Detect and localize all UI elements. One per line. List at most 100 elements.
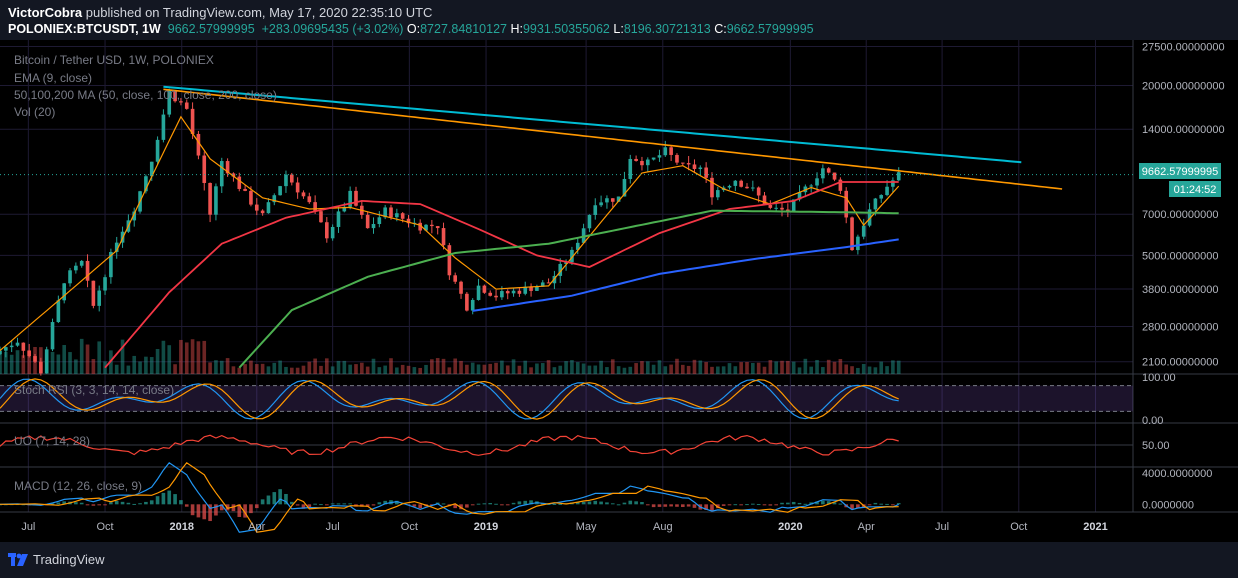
time-tick-label: 2019 bbox=[474, 521, 498, 533]
volume-bar bbox=[278, 360, 282, 374]
volume-bar bbox=[640, 361, 644, 374]
volume-bar bbox=[768, 360, 773, 374]
candle-body bbox=[266, 202, 271, 214]
candle-body bbox=[208, 182, 212, 215]
candle-body bbox=[202, 155, 207, 183]
candle-body bbox=[196, 133, 201, 156]
candle-body bbox=[844, 190, 849, 218]
candle-body bbox=[815, 178, 819, 186]
macd-histogram-bar bbox=[266, 495, 271, 505]
macd-histogram-bar bbox=[97, 504, 102, 506]
time-tick-label: Apr bbox=[248, 521, 265, 533]
candle-body bbox=[791, 199, 796, 212]
volume-bar bbox=[680, 364, 685, 374]
candle-body bbox=[319, 211, 323, 223]
candle-body bbox=[167, 90, 172, 115]
price-tick-label: 3800.00000000 bbox=[1142, 284, 1218, 296]
macd-histogram-bar bbox=[803, 503, 808, 505]
candle-body bbox=[249, 190, 253, 205]
candle-body bbox=[243, 188, 247, 191]
overlay-ma-50 bbox=[104, 181, 899, 369]
price-change: +283.09695435 (+3.02%) bbox=[261, 22, 404, 36]
price-chart[interactable]: 27500.00000000 20000.00000000 14000.000000… bbox=[0, 40, 1238, 542]
macd-histogram-bar bbox=[517, 501, 522, 505]
time-axis[interactable]: Jul Oct 2018 Apr Jul Oct 2019 May Aug 2020 Apr Jul O… bbox=[21, 521, 1107, 533]
volume-bar bbox=[570, 360, 574, 374]
candle-body bbox=[33, 356, 37, 362]
macd-histogram-bar bbox=[494, 503, 498, 505]
candle-body bbox=[482, 285, 487, 293]
volume-bar bbox=[488, 363, 493, 374]
macd-histogram-bar bbox=[79, 502, 84, 505]
volume-bar bbox=[675, 358, 679, 374]
volume-bar bbox=[254, 364, 259, 374]
volume-bar bbox=[272, 362, 277, 374]
macd-histogram-bar bbox=[243, 504, 247, 518]
candle-body bbox=[348, 190, 352, 207]
high-key: H: bbox=[510, 22, 523, 36]
macd-histogram-bar bbox=[319, 504, 323, 506]
candle-body bbox=[395, 213, 399, 218]
volume-bar bbox=[237, 367, 242, 374]
macd-histogram-bar bbox=[488, 503, 493, 505]
overlay-trend-top bbox=[163, 85, 1022, 164]
macd-histogram-bar bbox=[465, 504, 469, 508]
volume-bar bbox=[803, 358, 808, 374]
candle-body bbox=[237, 176, 242, 189]
volume-bar bbox=[465, 364, 469, 374]
tradingview-logo-icon[interactable] bbox=[8, 551, 28, 569]
candle-body bbox=[581, 228, 586, 243]
price-badge-group: 9662.57999995 01:24:52 bbox=[1139, 163, 1221, 197]
macd-histogram-bar bbox=[640, 502, 644, 505]
footer: TradingView bbox=[0, 542, 1238, 578]
candle-body bbox=[686, 163, 691, 165]
time-tick-label: Aug bbox=[653, 521, 673, 533]
macd-histogram-bar bbox=[657, 504, 662, 507]
author-name[interactable]: VictorCobra bbox=[8, 5, 83, 20]
volume-bar bbox=[85, 344, 90, 374]
legend-vol: Vol (20) bbox=[14, 105, 55, 119]
macd-histogram-bar bbox=[167, 490, 172, 505]
volume-bar bbox=[50, 351, 55, 374]
macd-histogram-bar bbox=[62, 501, 67, 505]
volume-bar bbox=[470, 362, 475, 374]
volume-bar bbox=[546, 360, 551, 374]
candle-body bbox=[149, 161, 154, 177]
candle-body bbox=[762, 195, 767, 206]
chart-header: VictorCobra published on TradingView.com… bbox=[0, 0, 1238, 40]
candle-body bbox=[885, 186, 889, 196]
volume-bar bbox=[348, 364, 352, 374]
macd-histogram-bar bbox=[371, 504, 376, 506]
candle-body bbox=[575, 242, 580, 250]
volume-bar bbox=[97, 341, 102, 374]
macd-histogram-bar bbox=[383, 500, 387, 505]
macd-histogram-bar bbox=[727, 504, 732, 506]
macd-histogram-bar bbox=[295, 504, 300, 506]
footer-brand[interactable]: TradingView bbox=[33, 552, 105, 567]
macd-histogram-bar bbox=[587, 501, 592, 505]
volume-bar bbox=[114, 364, 119, 374]
time-tick-label: Jul bbox=[935, 521, 949, 533]
candle-body bbox=[27, 350, 31, 357]
macd-histogram-bar bbox=[500, 504, 504, 506]
macd-histogram-bar bbox=[797, 502, 802, 505]
candle-body bbox=[103, 277, 107, 291]
macd-histogram-bar bbox=[838, 503, 843, 505]
stoch-k-line bbox=[0, 378, 899, 420]
price-axis[interactable]: 27500.00000000 20000.00000000 14000.000000… bbox=[1142, 42, 1225, 512]
candle-body bbox=[675, 154, 679, 163]
volume-bar bbox=[651, 364, 656, 374]
macd-histogram-bar bbox=[144, 501, 148, 505]
volume-bar bbox=[657, 360, 662, 374]
volume-bar bbox=[751, 362, 755, 374]
volume-bar bbox=[891, 360, 895, 374]
volume-bar bbox=[535, 363, 539, 374]
time-tick-label: 2020 bbox=[778, 521, 802, 533]
macd-histogram-bar bbox=[103, 504, 107, 506]
volume-bar bbox=[698, 360, 703, 374]
last-price: 9662.57999995 bbox=[167, 22, 255, 36]
volume-bar bbox=[791, 361, 796, 374]
candle-body bbox=[640, 160, 644, 166]
macd-histogram-bar bbox=[710, 504, 714, 511]
volume-bar bbox=[762, 366, 767, 374]
